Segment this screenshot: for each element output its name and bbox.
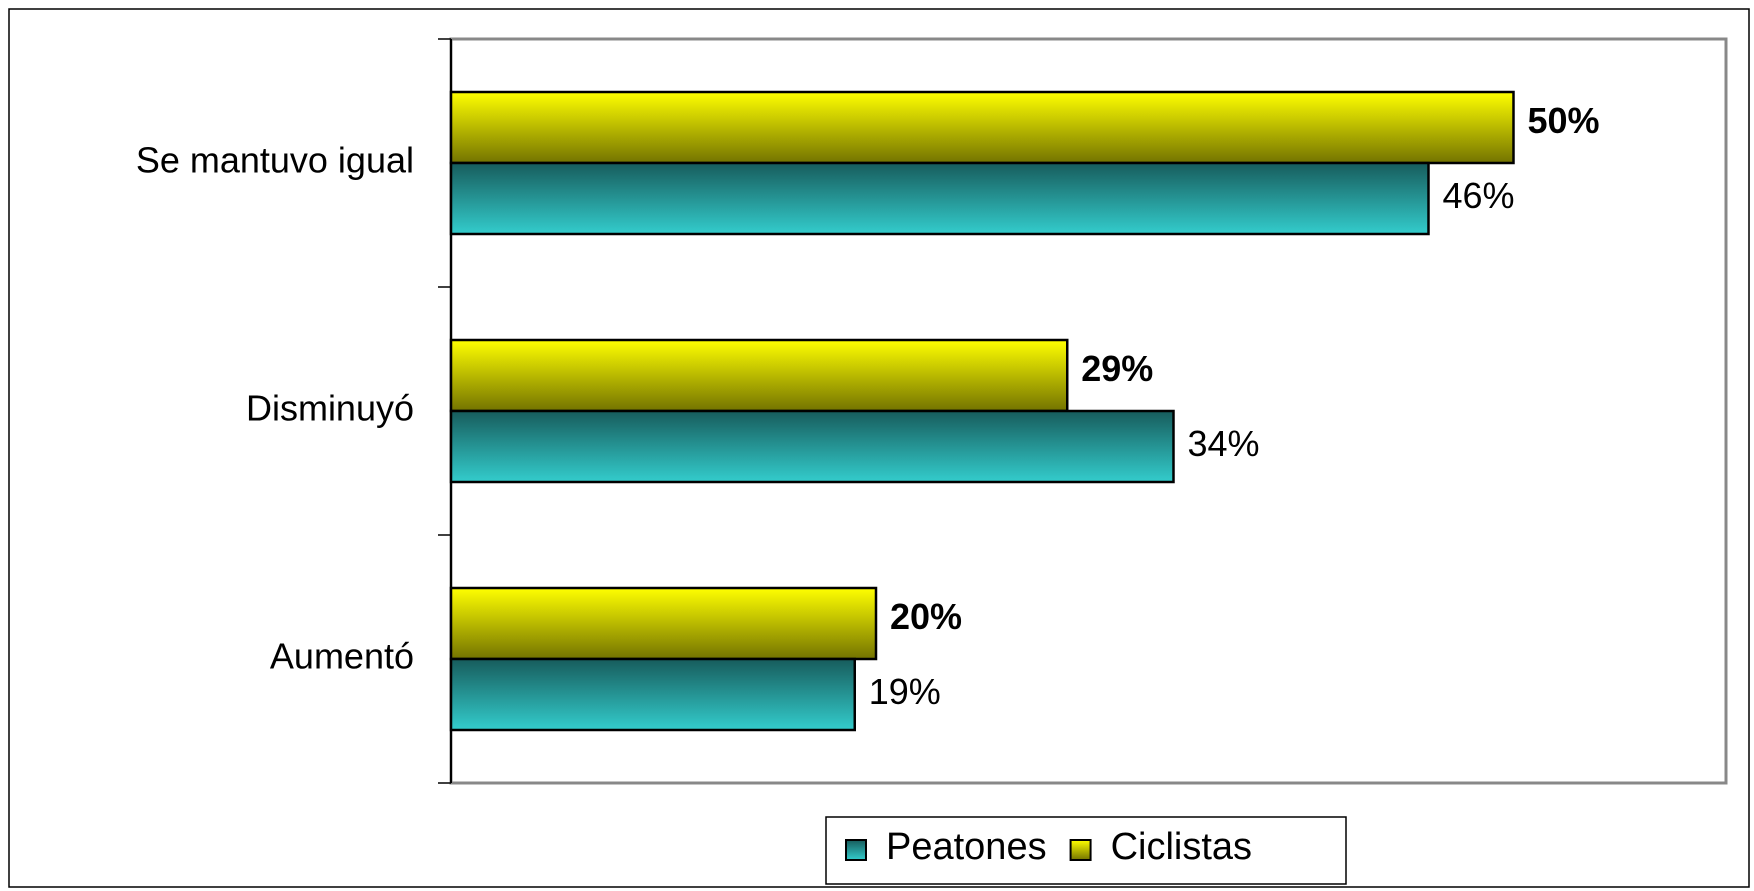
legend-label: Ciclistas [1111,826,1252,868]
value-label: 34% [1188,423,1260,464]
bar [449,657,856,732]
value-label: 50% [1528,100,1600,141]
legend-swatch [845,839,867,861]
y-tick-label: Aumentó [270,636,414,677]
y-tick-label: Disminuyó [246,388,414,429]
legend: Peatones Ciclistas [825,816,1347,885]
bar [449,161,1430,236]
bar [449,90,1515,165]
value-label: 29% [1081,348,1153,389]
value-label: 19% [869,671,941,712]
bar [449,338,1069,413]
y-tick-label: Se mantuvo igual [136,140,414,181]
value-label: 20% [890,596,962,637]
legend-swatch [1069,839,1092,861]
value-label: 46% [1443,175,1515,216]
bar [449,586,878,661]
legend-label: Peatones [886,826,1047,868]
bar [449,409,1175,484]
